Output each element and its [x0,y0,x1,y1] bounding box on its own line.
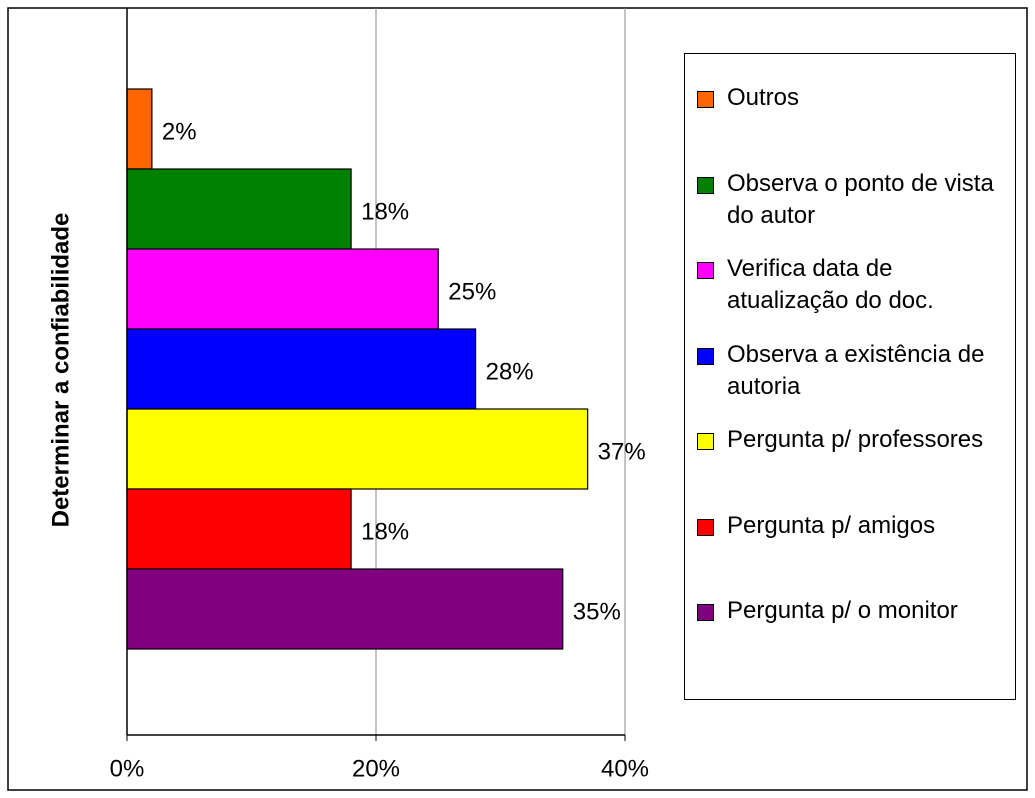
legend-label: Outros [727,84,800,111]
data-label: 18% [361,198,409,225]
legend-swatch [697,176,714,194]
legend-swatch [697,433,714,450]
legend-label: Pergunta p/ amigos [727,511,936,539]
legend-entry: Observa o ponto de vista do autor [695,168,1005,232]
y-axis-label: Determinar a confiabilidade [47,213,74,528]
legend-label: Observa o ponto de vista do autor [727,169,994,229]
legend-label: Verifica data de atualização do doc. [727,255,934,314]
legend-entry: Outros [695,82,1005,114]
bar [126,88,153,170]
frame [7,7,1028,791]
legend-swatch [697,347,714,365]
legend-entry: Pergunta p/ o monitor [695,595,1005,627]
legend-swatch [697,262,714,279]
legend-entry: Observa a existência de autoria [695,339,1005,403]
bar [126,328,477,410]
bar [126,248,439,330]
legend: Outros Observa o ponto de vista do autor V… [684,53,1016,700]
bar [126,568,564,650]
x-tick-label: 20% [352,755,400,782]
legend-entry: Pergunta p/ professores [695,424,1005,456]
legend-swatch [697,91,714,108]
data-label: 35% [573,598,621,625]
x-tick-label: 0% [110,755,145,782]
legend-entry: Verifica data de atualização do doc. [695,253,1005,317]
legend-entry: Pergunta p/ amigos [695,510,1005,542]
bar [126,408,589,490]
data-label: 37% [598,438,646,465]
data-label: 25% [448,278,496,305]
legend-swatch [697,604,714,621]
legend-label: Observa a existência de autoria [727,340,985,400]
bar [126,168,352,250]
legend-label: Pergunta p/ professores [727,426,984,453]
data-label: 2% [162,118,197,145]
bar [126,488,352,570]
data-label: 28% [486,358,534,385]
x-tick-label: 40% [601,755,649,782]
legend-swatch [697,518,714,536]
data-label: 18% [361,518,409,545]
legend-label: Pergunta p/ o monitor [727,597,958,624]
